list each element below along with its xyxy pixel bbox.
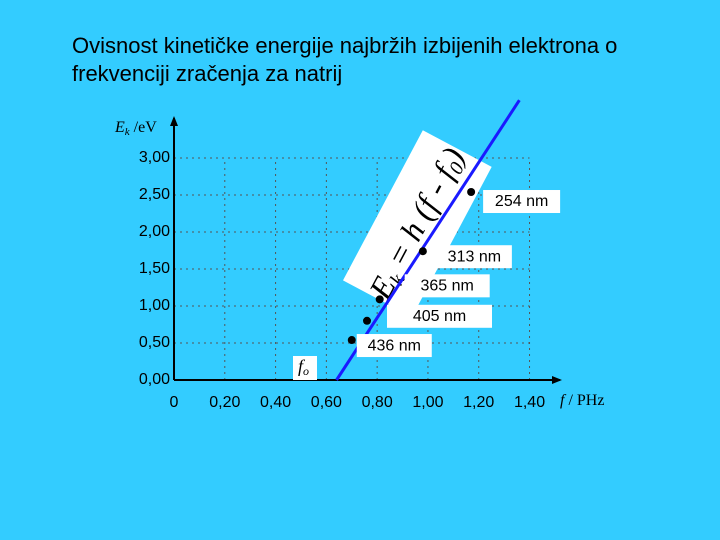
point-label: 405 nm	[413, 308, 466, 325]
x-tick-label: 0,80	[362, 394, 393, 411]
f0-symbol: f	[298, 356, 306, 376]
x-tick-label: 1,00	[412, 394, 443, 411]
point-label: 313 nm	[448, 248, 501, 265]
y-label-symbol: E	[114, 119, 125, 136]
point-label-box	[387, 304, 492, 328]
f0-sub: o	[303, 364, 309, 378]
data-point	[467, 188, 476, 197]
data-point	[418, 247, 427, 256]
y-label-sub: k	[125, 126, 131, 138]
data-point	[363, 316, 371, 325]
x-tick-label: 0,40	[260, 394, 291, 411]
x-tick-label: 1,40	[514, 394, 545, 411]
data-point	[347, 336, 356, 345]
point-label: 436 nm	[368, 337, 421, 354]
title-line: Ovisnost kinetičke energije najbržih izb…	[72, 33, 617, 58]
data-point	[375, 295, 384, 304]
point-label-box	[483, 190, 561, 214]
x-tick-label: 0,60	[311, 394, 342, 411]
y-tick-label: 1,50	[139, 260, 170, 277]
y-tick-label: 0,50	[139, 334, 170, 351]
point-label-box	[356, 334, 432, 358]
fit-line	[335, 99, 521, 381]
formula-background	[343, 130, 492, 317]
y-axis-label: Ek /eV	[114, 119, 157, 138]
y-axis-arrow	[170, 116, 178, 126]
x-label-unit: / PHz	[564, 392, 604, 409]
f0-label: fo	[298, 356, 309, 378]
point-label-box	[404, 274, 490, 298]
y-tick-label: 2,00	[139, 223, 170, 240]
x-tick-label: 1,20	[463, 394, 494, 411]
y-label-unit: /eV	[130, 119, 158, 136]
y-tick-label: 0,00	[139, 371, 170, 388]
x-tick-label: 0,20	[209, 394, 240, 411]
point-label-box	[436, 245, 512, 269]
title-line: frekvenciji zračenja za natrij	[72, 61, 342, 86]
point-label: 365 nm	[421, 278, 474, 295]
x-axis-arrow	[552, 376, 562, 384]
f0-label-box	[293, 356, 317, 380]
y-tick-label: 2,50	[139, 186, 170, 203]
y-tick-label: 3,00	[139, 149, 170, 166]
x-axis-label: f / PHz	[560, 392, 604, 409]
point-label: 254 nm	[495, 193, 548, 210]
y-tick-label: 1,00	[139, 297, 170, 314]
x-label-symbol: f	[560, 392, 567, 409]
x-tick-label: 0	[170, 394, 179, 411]
